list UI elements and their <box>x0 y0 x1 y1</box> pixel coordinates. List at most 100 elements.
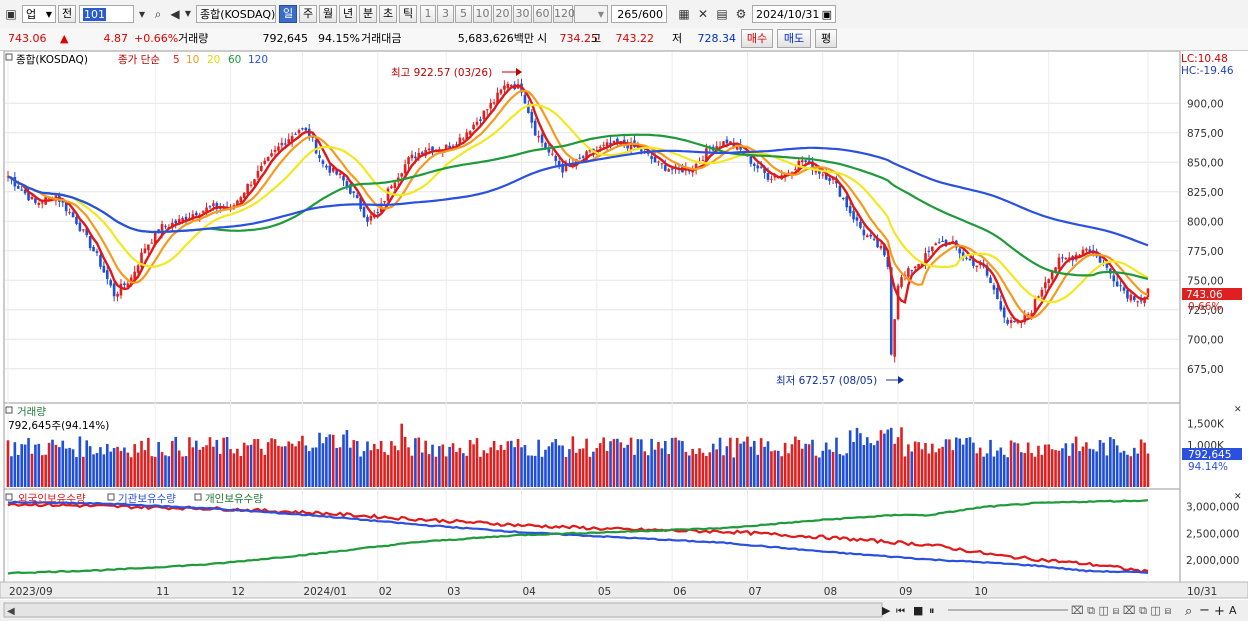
volume-bar <box>629 437 633 487</box>
eval-button[interactable]: 평 <box>815 29 837 48</box>
candle-body <box>410 154 414 159</box>
panel-toggle-icon[interactable] <box>194 493 202 501</box>
volume-bar <box>1091 449 1095 487</box>
panel-toggle-icon[interactable] <box>107 493 115 501</box>
stock-chart[interactable]: ◀ 900,00 875,00 850,00 825,00 800,00 775,00 75… <box>0 51 1248 621</box>
candle-body <box>236 200 239 207</box>
tab-tick[interactable]: 틱 <box>399 5 417 23</box>
volume-bar <box>68 447 71 487</box>
market-select[interactable]: 업 ▼ <box>22 5 56 23</box>
volume-bar <box>968 437 972 487</box>
volume-bar <box>88 446 92 487</box>
candle-body <box>924 253 927 264</box>
scroll-left-icon[interactable]: ◀ <box>7 606 15 617</box>
interval-button[interactable]: 30 <box>513 5 532 23</box>
interval-button[interactable]: 1 <box>420 5 436 23</box>
pause-icon[interactable]: ⏸ <box>929 604 935 617</box>
price-panel <box>3 51 1181 404</box>
tab-daily[interactable]: 일 <box>279 5 297 23</box>
volume-bar <box>270 438 273 487</box>
tab-monthly[interactable]: 월 <box>319 5 337 23</box>
interval-button[interactable]: 60 <box>533 5 552 23</box>
volume-bar <box>537 439 540 487</box>
volume-bar <box>20 444 23 487</box>
search-icon[interactable]: ⌕ <box>154 7 162 21</box>
volume-bar <box>123 447 126 487</box>
volume-bar <box>44 454 47 487</box>
window-icon[interactable]: ▣ <box>5 7 17 21</box>
play-icon[interactable]: ▶ <box>882 604 891 617</box>
tab-minute[interactable]: 분 <box>359 5 377 23</box>
volume-bar <box>198 449 202 487</box>
candle-body <box>64 202 68 212</box>
save-icon[interactable]: ▤ <box>716 7 728 21</box>
candle-body <box>1050 272 1054 280</box>
high-annotation: 최고 922.57 (03/26) <box>391 67 522 79</box>
horizontal-scrollbar[interactable] <box>3 602 883 618</box>
interval-button[interactable]: 3 <box>437 5 454 23</box>
count-display[interactable]: 265/600 <box>611 5 667 23</box>
volume-bar <box>835 437 838 487</box>
market-select-value: 업 <box>26 8 37 21</box>
stop-icon[interactable]: ■ <box>913 604 923 617</box>
volume-bar <box>191 447 195 487</box>
index-label: 종합(KOSDAQ) <box>16 54 88 66</box>
volume-bar <box>650 438 653 487</box>
interval-button[interactable]: 120 <box>553 5 575 23</box>
volume-bar <box>1102 442 1105 487</box>
volume-bar <box>992 456 996 487</box>
panel-toggle-icon[interactable] <box>5 406 13 414</box>
sell-button[interactable]: 매도 <box>777 29 811 48</box>
volume-bar <box>297 441 301 487</box>
volume-bar <box>985 453 989 487</box>
price-tick-label: 850,00 <box>1187 157 1224 169</box>
auto-icon[interactable]: A <box>1229 604 1237 617</box>
candle-body <box>37 202 41 205</box>
close-icon[interactable]: ✕ <box>1234 405 1242 415</box>
code-input[interactable]: 101 <box>79 5 134 23</box>
candle-body <box>153 231 157 245</box>
volume-bar <box>136 452 140 487</box>
tab-yearly[interactable]: 년 <box>339 5 357 23</box>
x-axis-strip <box>0 581 1248 599</box>
panel-toggle-icon[interactable] <box>5 53 13 61</box>
close-icon[interactable]: ✕ <box>1234 492 1242 502</box>
candle-body <box>407 157 410 165</box>
chevron-down-icon[interactable]: ▾ <box>138 7 146 21</box>
volume-bar <box>1143 442 1146 487</box>
volume-bar <box>232 453 236 487</box>
candle-body <box>845 196 849 208</box>
chevron-down-icon[interactable]: ▼ <box>184 9 192 18</box>
interval-button[interactable]: 10 <box>473 5 492 23</box>
prev-button[interactable]: 전 <box>58 5 76 23</box>
panel-toggle-icon[interactable] <box>5 493 13 501</box>
interval-input[interactable]: ▼ <box>574 5 608 23</box>
tab-weekly[interactable]: 주 <box>299 5 317 23</box>
search-icon[interactable]: ⌕ <box>1185 604 1192 619</box>
volume-bar <box>205 445 208 487</box>
plus-icon[interactable]: + <box>1214 604 1225 619</box>
gear-icon[interactable]: ⚙ <box>735 7 747 21</box>
crosshair-icon[interactable]: ✕ <box>697 7 709 21</box>
candle-body <box>270 153 273 157</box>
candle-body <box>530 111 534 123</box>
volume-bar <box>95 452 99 487</box>
candle-body <box>355 194 359 198</box>
zoom-icons[interactable]: ⌧ ⧉ ◫ ⧈ ⌧ ⧉ ◫ ⧈ <box>1071 604 1171 617</box>
volume-bar <box>516 438 520 487</box>
rewind-icon[interactable]: ⏮ <box>896 606 905 617</box>
date-input[interactable]: 2024/10/31 ▣ <box>752 5 836 23</box>
volume-bar <box>1136 453 1140 487</box>
volume-bar <box>424 440 427 487</box>
minus-icon[interactable]: − <box>1199 603 1210 618</box>
interval-button[interactable]: 20 <box>493 5 512 23</box>
candle-body <box>739 144 742 150</box>
buy-button[interactable]: 매수 <box>741 29 773 48</box>
volume-bar <box>239 455 243 487</box>
volume-tag-pct: 94.14% <box>1188 461 1228 473</box>
speaker-icon[interactable]: ◀ <box>170 7 180 21</box>
volume-bar <box>520 447 523 487</box>
bar-chart-icon[interactable]: ▦ <box>678 7 690 21</box>
tab-second[interactable]: 초 <box>379 5 397 23</box>
interval-button[interactable]: 5 <box>455 5 472 23</box>
